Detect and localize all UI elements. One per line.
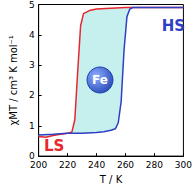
svg-text:0: 0 bbox=[28, 151, 35, 162]
svg-text:χMT / cm³ K mol⁻¹: χMT / cm³ K mol⁻¹ bbox=[8, 35, 19, 125]
svg-text:220: 220 bbox=[59, 160, 76, 170]
svg-text:280: 280 bbox=[146, 160, 163, 170]
svg-text:2: 2 bbox=[29, 90, 35, 100]
svg-text:4: 4 bbox=[29, 30, 35, 40]
svg-text:3: 3 bbox=[29, 60, 35, 70]
svg-text:LS: LS bbox=[44, 137, 64, 155]
svg-text:HS: HS bbox=[162, 17, 185, 35]
svg-text:T / K: T / K bbox=[99, 174, 123, 185]
svg-text:Fe: Fe bbox=[92, 73, 108, 87]
svg-text:200: 200 bbox=[30, 160, 47, 170]
svg-text:260: 260 bbox=[117, 160, 134, 170]
svg-text:5: 5 bbox=[29, 0, 35, 10]
svg-text:240: 240 bbox=[88, 160, 105, 170]
svg-text:1: 1 bbox=[29, 121, 35, 131]
svg-text:300: 300 bbox=[175, 160, 192, 170]
